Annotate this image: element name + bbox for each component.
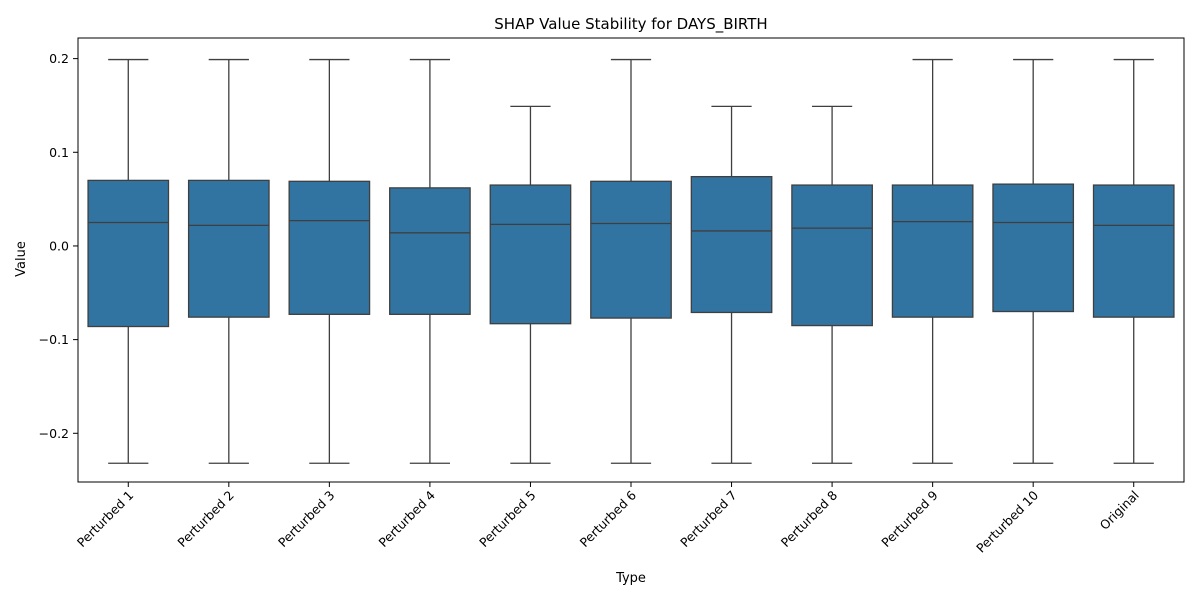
box (590, 180, 672, 319)
x-tick-label: Original (1097, 488, 1142, 533)
box (288, 180, 371, 315)
box (891, 184, 974, 318)
x-tick-label: Perturbed 9 (878, 487, 941, 550)
y-tick-label: −0.1 (39, 332, 69, 347)
x-tick-label: Perturbed 6 (577, 487, 640, 550)
x-tick-label: Perturbed 3 (275, 488, 337, 550)
box (489, 184, 572, 325)
x-tick-label: Perturbed 10 (973, 487, 1041, 555)
x-tick-label: Perturbed 4 (376, 487, 439, 550)
plot-area: Perturbed 1 Perturbed 2 Perturbed 3 Perturb… (39, 37, 1185, 556)
box (389, 187, 471, 315)
x-tick-label: Perturbed 7 (677, 488, 739, 550)
box (690, 175, 773, 314)
box (992, 183, 1075, 313)
chart-title: SHAP Value Stability for DAYS_BIRTH (494, 15, 767, 34)
x-tick-label: Perturbed 2 (174, 488, 236, 550)
x-tick-label: Perturbed 5 (476, 488, 538, 550)
x-axis-label: Type (615, 571, 646, 586)
box (87, 179, 170, 328)
y-tick-label: 0.2 (49, 51, 69, 66)
x-tick-label: Perturbed 1 (74, 488, 136, 550)
axes-frame (77, 37, 1185, 483)
box (791, 184, 873, 327)
box (187, 179, 270, 318)
y-tick-label: 0.1 (49, 145, 69, 160)
x-tick-label: Perturbed 8 (778, 487, 841, 550)
box (1092, 184, 1175, 318)
y-tick-label: 0.0 (49, 238, 69, 253)
y-axis-label: Value (14, 241, 29, 277)
y-tick-label: −0.2 (39, 426, 69, 441)
